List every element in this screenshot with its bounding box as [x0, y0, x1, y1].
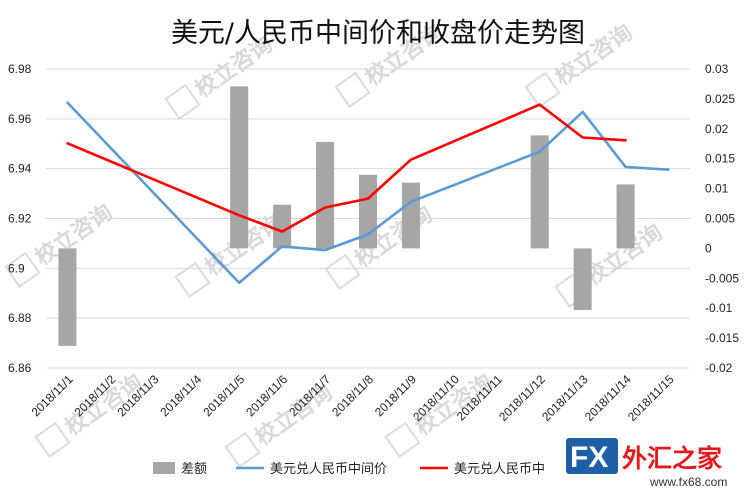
- left-tick-label: 6.9: [8, 261, 25, 275]
- right-tick-label: -0.01: [705, 301, 733, 315]
- bar: [401, 182, 420, 249]
- bar: [530, 135, 549, 249]
- right-tick-label: 0: [705, 241, 712, 255]
- watermark-icon: [174, 261, 211, 298]
- watermark-icon: [224, 431, 261, 468]
- logo-url-text: www.fx68.com: [649, 475, 727, 489]
- left-axis-ticks: 6.98 6.96 6.94 6.92 6.9 6.88 6.86: [8, 62, 32, 375]
- right-tick-label: 0.005: [705, 212, 735, 226]
- x-tick-label: 2018/11/1: [29, 372, 76, 419]
- right-tick-label: 0.025: [705, 92, 735, 106]
- legend-label-close: 美元兑人民币中: [454, 462, 545, 477]
- legend: 差额 美元兑人民币中间价 美元兑人民币中: [153, 462, 545, 477]
- bar-series-diff: [58, 86, 635, 346]
- right-tick-label: -0.015: [705, 331, 739, 345]
- x-tick-label: 2018/11/8: [329, 372, 376, 419]
- bar: [573, 248, 592, 310]
- watermark-icon: [4, 251, 41, 288]
- logo-fx-box: [566, 438, 618, 474]
- right-tick-label: 0.015: [705, 152, 735, 166]
- chart-title: 美元/人民币中间价和收盘价走势图: [171, 18, 585, 49]
- right-tick-label: -0.02: [705, 361, 733, 375]
- watermark: 校立咨询: [34, 369, 147, 458]
- watermark: 校立咨询: [324, 201, 437, 290]
- right-tick-label: -0.005: [705, 271, 739, 285]
- right-axis-ticks: 0.03 0.025 0.02 0.015 0.01 0.005 0 -0.005 -0.01 -…: [705, 62, 739, 375]
- left-tick-label: 6.88: [8, 311, 32, 325]
- watermark-icon: [164, 83, 201, 120]
- bar: [230, 86, 249, 249]
- left-tick-label: 6.94: [8, 162, 32, 176]
- line-series: [66, 101, 670, 285]
- x-tick-label: 2018/11/4: [157, 372, 204, 419]
- bar: [58, 248, 77, 346]
- right-tick-label: 0.03: [705, 62, 729, 76]
- fx68-logo: FX 外汇之家 www.fx68.com: [566, 438, 727, 489]
- left-tick-label: 6.96: [8, 112, 32, 126]
- bar: [273, 204, 292, 249]
- bar: [316, 141, 335, 249]
- right-tick-label: 0.01: [705, 182, 729, 196]
- x-tick-label: 2018/11/15: [625, 372, 677, 424]
- bar: [616, 184, 635, 249]
- line-close-price: [66, 103, 627, 233]
- left-tick-label: 6.92: [8, 212, 32, 226]
- watermark-icon: [34, 421, 71, 458]
- watermark-icon: [524, 71, 561, 108]
- left-tick-label: 6.86: [8, 361, 32, 375]
- logo-cn-text: 外汇之家: [622, 444, 722, 473]
- legend-label-diff: 差额: [181, 462, 207, 477]
- watermark-icon: [324, 253, 361, 290]
- legend-swatch-diff: [153, 462, 175, 474]
- watermark: 校立咨询: [554, 219, 667, 308]
- legend-label-mid: 美元兑人民币中间价: [270, 462, 387, 477]
- watermark-icon: [334, 71, 371, 108]
- right-tick-label: 0.02: [705, 122, 729, 136]
- x-tick-label: 2018/11/5: [200, 372, 247, 419]
- left-tick-label: 6.98: [8, 62, 32, 76]
- logo-fx-text: FX: [570, 441, 608, 474]
- watermark-icon: [384, 421, 421, 458]
